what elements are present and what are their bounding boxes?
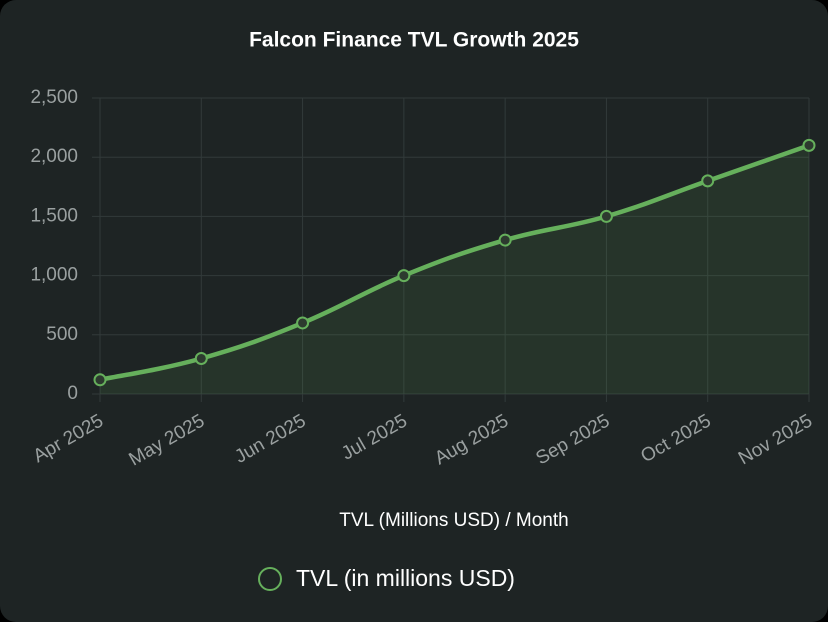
x-axis-title: TVL (Millions USD) / Month (339, 510, 568, 531)
legend-marker (258, 567, 282, 591)
point (802, 138, 816, 152)
line (99, 143, 810, 382)
point (498, 233, 512, 247)
legend-label: TVL (in millions USD) (296, 565, 515, 591)
point (701, 174, 715, 188)
point (599, 209, 613, 223)
chart-title: Falcon Finance TVL Growth 2025 (249, 29, 579, 52)
y-tick-label: 1,500 (30, 205, 78, 226)
y-tick-label: 500 (46, 324, 78, 345)
y-tick-label: 2,000 (30, 146, 78, 167)
y-tick-label: 2,500 (30, 87, 78, 108)
point (194, 351, 208, 365)
point (397, 269, 411, 283)
y-tick-label: 1,000 (30, 265, 78, 286)
point (296, 316, 310, 330)
y-tick-label: 0 (67, 383, 78, 404)
point (93, 373, 107, 387)
area (100, 145, 809, 394)
